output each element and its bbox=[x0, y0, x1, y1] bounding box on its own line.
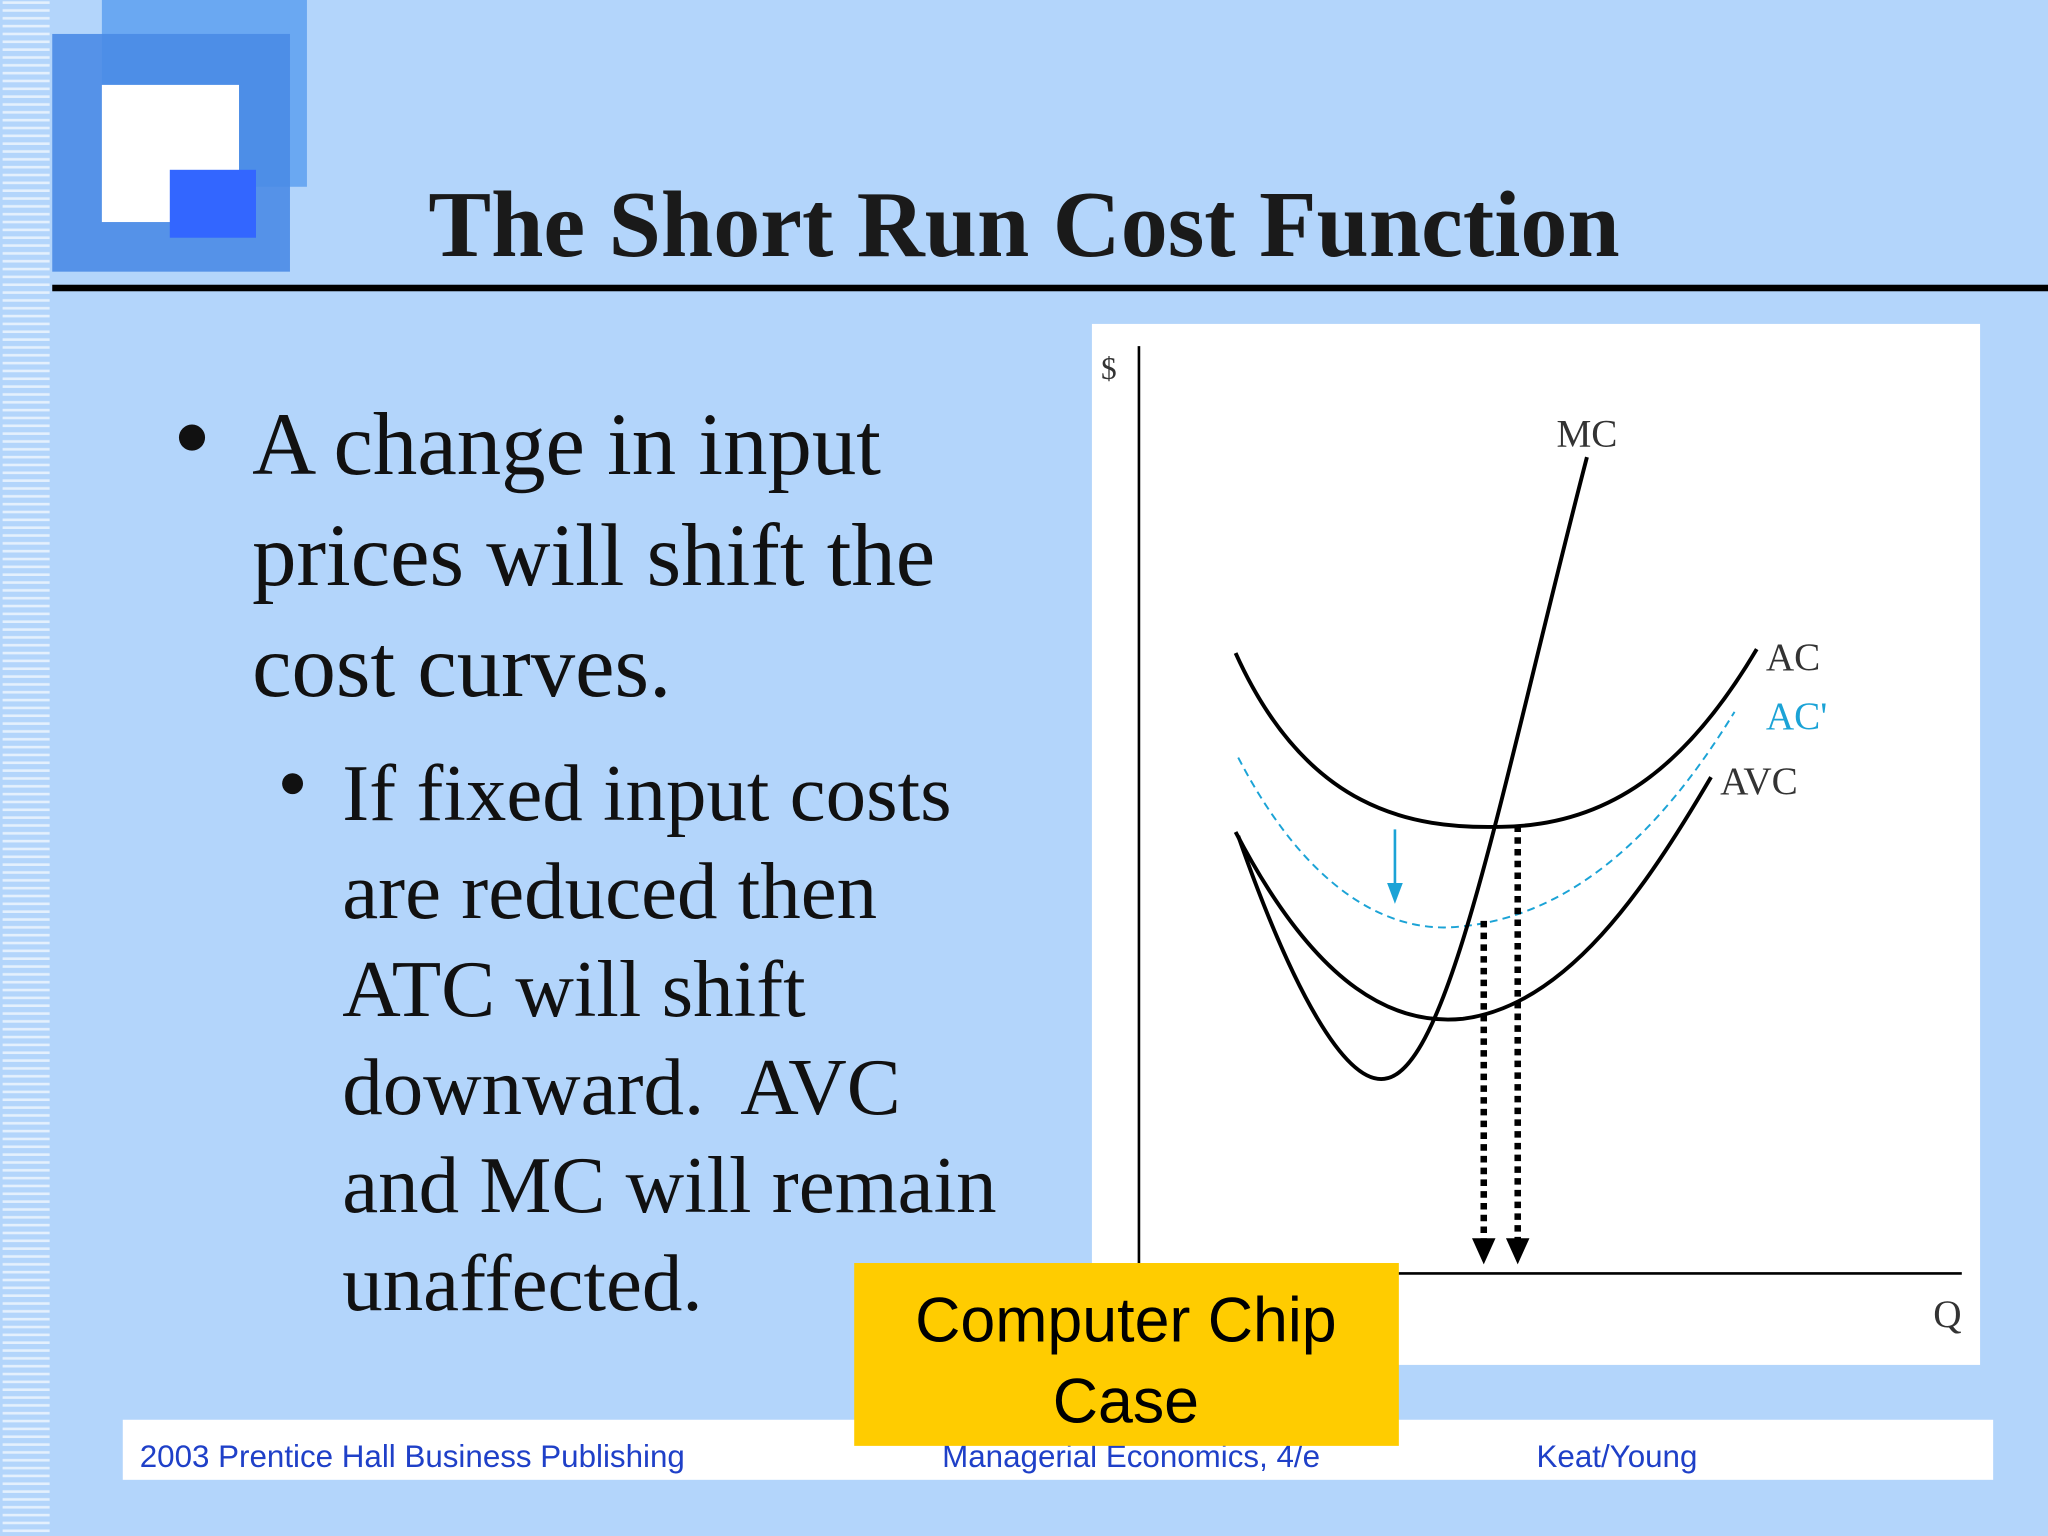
callout-line: Case bbox=[1053, 1366, 1199, 1436]
mc-curve bbox=[1236, 456, 1589, 1081]
curve-label: AVC bbox=[1720, 760, 1798, 803]
bullet-list: A change in input prices will shift the … bbox=[178, 396, 997, 1328]
bullet-dot bbox=[282, 773, 304, 795]
footer: 2003 Prentice Hall Business Publishing M… bbox=[122, 1419, 1994, 1480]
bullet-dot bbox=[178, 424, 206, 451]
slide-title: The Short Run Cost Function bbox=[428, 173, 1619, 277]
sub-bullet-line: unaffected. bbox=[342, 1238, 702, 1328]
footer-left: 2003 Prentice Hall Business Publishing bbox=[140, 1439, 685, 1474]
title-rule bbox=[52, 284, 2048, 292]
bullet-line: cost curves. bbox=[252, 618, 671, 716]
callout-box bbox=[854, 1263, 1399, 1446]
callout-line: Computer Chip bbox=[915, 1285, 1337, 1355]
square bbox=[169, 169, 256, 238]
diagram-panel bbox=[1091, 323, 1981, 1365]
avc-curve bbox=[1233, 776, 1713, 1022]
ac-new-curve bbox=[1237, 711, 1736, 929]
y-axis-label: $ bbox=[1101, 351, 1117, 386]
footer-right: Keat/Young bbox=[1537, 1439, 1698, 1474]
bullet-line: prices will shift the bbox=[252, 507, 935, 605]
curve-label: AC bbox=[1766, 636, 1820, 679]
side-stripes bbox=[0, 0, 53, 1536]
curve-label: AC' bbox=[1766, 695, 1827, 738]
shift-arrowhead bbox=[1387, 882, 1403, 904]
sub-bullet-line: are reduced then bbox=[342, 846, 877, 936]
callout: Computer Chip Case bbox=[854, 1263, 1399, 1446]
logo-squares bbox=[52, 0, 307, 272]
curve-label: MC bbox=[1556, 413, 1617, 456]
sub-bullet-line: If fixed input costs bbox=[342, 748, 951, 838]
ac-curve bbox=[1233, 648, 1759, 829]
bullet-line: A change in input bbox=[252, 396, 881, 494]
cost-diagram: $ Q MC AC AC' AVC bbox=[1091, 323, 1981, 1365]
sub-bullet-line: downward. AVC bbox=[342, 1042, 901, 1132]
sub-bullet-line: ATC will shift bbox=[342, 944, 806, 1034]
x-axis-label: Q bbox=[1933, 1293, 1961, 1336]
drop-arrowhead bbox=[1505, 1238, 1530, 1265]
drop-arrowhead bbox=[1472, 1238, 1496, 1265]
sub-bullet-line: and MC will remain bbox=[342, 1140, 996, 1230]
